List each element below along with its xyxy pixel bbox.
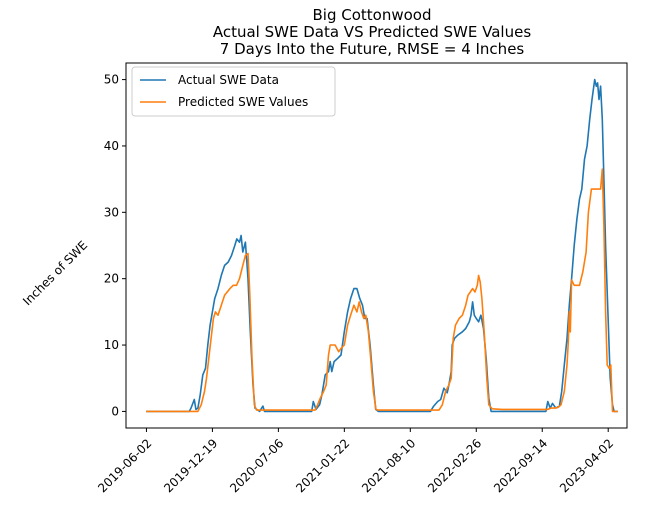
legend-label-actual: Actual SWE Data xyxy=(178,73,279,87)
legend-label-predicted: Predicted SWE Values xyxy=(178,95,308,109)
legend-frame xyxy=(131,66,336,117)
y-tick-label: 50 xyxy=(104,73,119,87)
legend: Actual SWE Data Predicted SWE Values xyxy=(131,66,336,117)
y-tick-label: 10 xyxy=(104,338,119,352)
chart-title-line-1: Big Cottonwood xyxy=(313,6,432,24)
y-tick-label: 20 xyxy=(104,272,119,286)
series-line-predicted xyxy=(146,168,618,413)
series-line-actual xyxy=(146,78,618,413)
plot-frame xyxy=(125,62,628,429)
series-layer xyxy=(146,78,618,413)
chart-title-line-2: Actual SWE Data VS Predicted SWE Values xyxy=(213,23,531,41)
y-tick-label: 40 xyxy=(104,139,119,153)
y-tick-label: 30 xyxy=(104,205,119,219)
y-tick-label: 0 xyxy=(111,404,119,418)
chart-title-line-3: 7 Days Into the Future, RMSE = 4 Inches xyxy=(220,40,525,58)
